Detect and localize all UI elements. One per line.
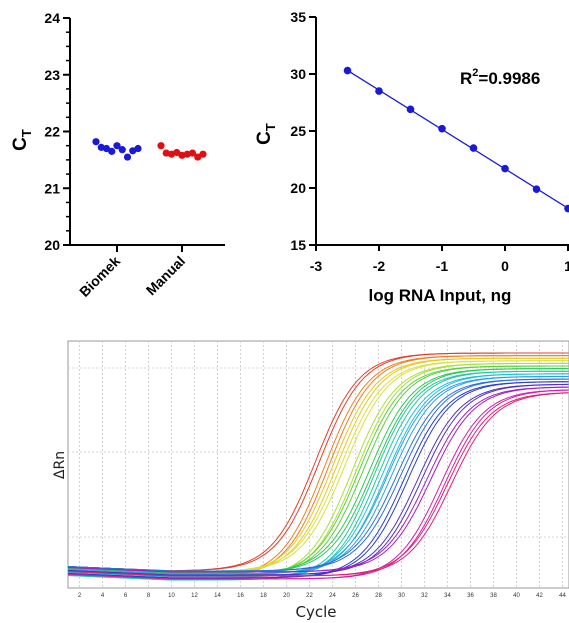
stdcurve-x-tick-label: -1 xyxy=(436,258,449,274)
stdcurve-x-ticks: -3 -2 -1 0 1 xyxy=(310,245,569,274)
stdcurve-point xyxy=(343,66,352,75)
r2-sup: 2 xyxy=(472,67,478,79)
dotplot-ylabel-main: C xyxy=(10,137,31,151)
stdcurve-y-tick-label: 30 xyxy=(290,66,306,82)
standard-curve-plot: 15 20 25 30 35 -3 -2 -1 0 1 CT log RNA Input, ng… xyxy=(254,9,569,305)
amp-curve xyxy=(67,381,569,579)
amp-x-tick-label: 20 xyxy=(283,593,290,599)
dotplot-point xyxy=(134,144,142,153)
dotplot-y-tick-label: 22 xyxy=(44,124,60,140)
amp-x-tick-label: 8 xyxy=(147,593,151,599)
dotplot-point xyxy=(188,149,197,157)
amp-x-tick-label: 18 xyxy=(260,593,267,599)
dotplot-y-tick-label: 24 xyxy=(44,10,60,26)
dotplot-point xyxy=(199,150,207,158)
stdcurve-y-ticks: 15 20 25 30 35 xyxy=(290,9,316,253)
dotplot-x-tick-label: Manual xyxy=(143,253,188,298)
dotplot-axes xyxy=(69,18,225,246)
stdcurve-x-tick-label: 0 xyxy=(501,258,509,274)
amp-x-tick-label: 6 xyxy=(124,593,128,599)
amplification-plot: 2 4 6 8 10 12 14 16 18 20 22 24 26 28 30 32 34 36 38 40 42 44… xyxy=(52,340,569,621)
r2-rest: =0.9986 xyxy=(478,69,540,88)
dotplot-point xyxy=(194,153,202,161)
r-squared-annotation: R2=0.9986 xyxy=(460,67,540,88)
amp-x-tick-label: 22 xyxy=(306,593,313,599)
amp-x-tick-label: 34 xyxy=(444,593,451,599)
amp-x-tick-label: 16 xyxy=(237,593,244,599)
amp-curve xyxy=(67,392,569,577)
stdcurve-y-tick-label: 35 xyxy=(290,9,306,25)
amp-x-tick-label: 36 xyxy=(467,593,474,599)
amp-x-tick-label: 40 xyxy=(513,593,520,599)
amp-x-tick-label: 42 xyxy=(536,593,543,599)
amp-x-tick-label: 10 xyxy=(168,593,175,599)
stdcurve-point xyxy=(469,144,478,152)
amp-x-tick-label: 26 xyxy=(352,593,359,599)
dotplot-y-tick-label: 23 xyxy=(44,67,60,83)
amp-curve xyxy=(67,389,569,580)
amp-x-tick-label: 28 xyxy=(375,593,382,599)
stdcurve-x-tick-label: -2 xyxy=(373,258,386,274)
stdcurve-y-axis-label: CT xyxy=(254,123,278,145)
stdcurve-point xyxy=(532,185,541,193)
stdcurve-x-tick-label: 1 xyxy=(564,258,569,274)
stdcurve-x-tick-label: -3 xyxy=(310,258,323,274)
amp-x-tick-label: 4 xyxy=(101,593,105,599)
dotplot-y-tick-label: 21 xyxy=(44,180,60,196)
amp-curves xyxy=(67,352,569,581)
stdcurve-point xyxy=(501,164,509,173)
dotplot-y-tick-label: 20 xyxy=(44,237,60,253)
dotplot-y-axis-label: CT xyxy=(10,129,34,151)
dotplot-point xyxy=(118,146,126,154)
amp-x-tick-label: 14 xyxy=(214,593,221,599)
dotplot-x-tick-label: Biomek xyxy=(76,253,123,300)
amp-curve xyxy=(67,383,569,576)
amp-curve xyxy=(67,368,569,574)
stdcurve-series xyxy=(343,66,569,213)
amp-x-tick-label: 44 xyxy=(559,593,566,599)
dotplot-point xyxy=(123,153,132,161)
amp-x-tick-label: 30 xyxy=(398,593,405,599)
amp-x-tick-label: 32 xyxy=(421,593,428,599)
amp-x-tick-label: 12 xyxy=(191,593,198,599)
dotplot-y-ticks: 20 21 22 23 24 xyxy=(44,10,70,253)
stdcurve-point xyxy=(438,124,446,133)
amp-x-tick-label: 2 xyxy=(78,593,82,599)
dotplot-point xyxy=(157,142,165,150)
stdcurve-y-tick-label: 25 xyxy=(290,123,306,139)
dotplot-x-ticks: Biomek Manual xyxy=(76,245,188,300)
r2-main: R xyxy=(460,69,472,88)
amp-x-axis-label: Cycle xyxy=(296,603,337,621)
ct-dotplot: 20 21 22 23 24 Biomek Manual CT xyxy=(10,10,225,300)
dotplot-ylabel-sub: T xyxy=(19,129,34,137)
dotplot-points xyxy=(92,138,207,161)
dotplot-point xyxy=(102,144,111,153)
amp-curve xyxy=(67,376,569,575)
dotplot-point xyxy=(173,148,181,157)
amp-x-tick-label: 24 xyxy=(329,593,336,599)
amp-y-axis-label: ΔRn xyxy=(52,451,68,479)
stdcurve-y-tick-label: 20 xyxy=(290,180,306,196)
amp-curve xyxy=(67,378,569,572)
dotplot-point xyxy=(108,147,116,155)
stdcurve-x-axis-label: log RNA Input, ng xyxy=(369,286,512,305)
amp-x-ticks: 2 4 6 8 10 12 14 16 18 20 22 24 26 28 30 32 34 36 38 40 42 44 xyxy=(78,593,567,599)
dotplot-point xyxy=(113,142,121,150)
amp-curve xyxy=(67,386,569,573)
amp-curve xyxy=(67,373,569,578)
amp-x-tick-label: 38 xyxy=(490,593,497,599)
stdcurve-point xyxy=(406,105,415,114)
stdcurve-ylabel-main: C xyxy=(254,131,275,145)
stdcurve-y-tick-label: 15 xyxy=(290,237,306,253)
stdcurve-point xyxy=(375,87,383,95)
stdcurve-point xyxy=(564,204,569,213)
stdcurve-ylabel-sub: T xyxy=(263,123,278,131)
dotplot-point xyxy=(92,138,100,146)
